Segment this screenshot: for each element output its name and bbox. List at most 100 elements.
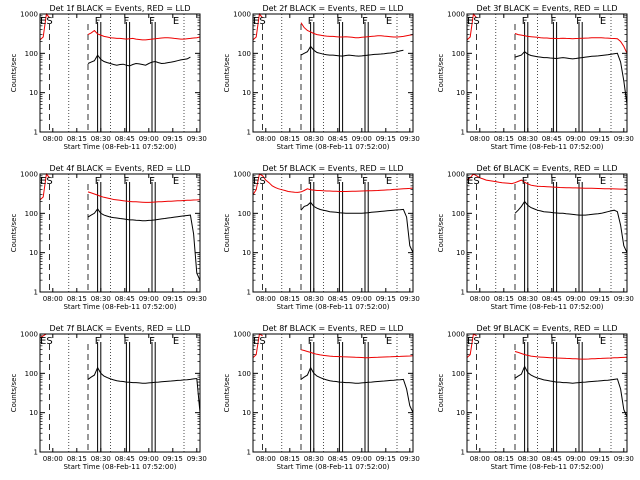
- x-tick-label: 08:45: [328, 135, 348, 143]
- event-marker-label: E: [600, 176, 606, 187]
- event-marker-label: E: [600, 336, 606, 347]
- event-marker-label: F: [308, 336, 314, 347]
- x-tick-label: 09:15: [376, 455, 396, 463]
- panel-title: Det 9f BLACK = Events, RED = LLD: [476, 324, 617, 333]
- event-marker-label: S: [259, 16, 265, 27]
- x-tick-label: 08:00: [256, 295, 276, 303]
- x-axis-label: Start Time (08-Feb-11 07:52:00): [276, 463, 389, 471]
- x-tick-label: 08:45: [542, 295, 562, 303]
- event-marker-label: E: [467, 16, 473, 27]
- x-tick-label: 08:15: [280, 455, 300, 463]
- y-axis-label: Counts/sec: [223, 54, 231, 93]
- y-axis-label: Counts/sec: [10, 374, 18, 413]
- event-marker-label: S: [259, 336, 265, 347]
- x-tick-label: 08:30: [518, 455, 538, 463]
- x-tick-label: 09:30: [614, 295, 634, 303]
- x-tick-label: 09:30: [400, 455, 420, 463]
- event-marker-label: S: [473, 336, 479, 347]
- y-tick-label: 100: [25, 370, 38, 378]
- y-tick-label: 1: [247, 449, 251, 457]
- x-tick-label: 09:15: [376, 135, 396, 143]
- y-tick-label: 1000: [20, 171, 38, 179]
- x-tick-label: 09:30: [400, 295, 420, 303]
- events-series-line: [514, 51, 628, 105]
- x-tick-label: 09:15: [590, 135, 610, 143]
- x-tick-label: 09:00: [352, 135, 372, 143]
- x-tick-label: 08:45: [115, 455, 135, 463]
- y-tick-label: 1000: [233, 11, 251, 19]
- x-tick-label: 09:15: [163, 455, 183, 463]
- event-marker-label: E: [467, 176, 473, 187]
- lld-series-line: [252, 12, 414, 41]
- x-tick-label: 08:15: [494, 455, 514, 463]
- x-tick-label: 08:15: [494, 135, 514, 143]
- x-tick-label: 09:00: [139, 455, 159, 463]
- lld-series-line: [39, 172, 201, 203]
- event-marker-label: F: [124, 336, 130, 347]
- x-tick-label: 09:00: [566, 135, 586, 143]
- event-marker-label: F: [362, 176, 368, 187]
- x-tick-label: 09:15: [163, 135, 183, 143]
- y-tick-label: 1: [461, 449, 465, 457]
- events-series-line: [87, 54, 191, 67]
- x-tick-label: 08:45: [328, 295, 348, 303]
- events-series-line: [514, 200, 628, 253]
- lld-series-line: [466, 333, 628, 360]
- y-tick-label: 1000: [20, 11, 38, 19]
- event-marker-label: E: [173, 176, 179, 187]
- y-axis-label: Counts/sec: [437, 54, 445, 93]
- y-tick-label: 10: [29, 249, 38, 257]
- x-tick-label: 08:30: [91, 455, 111, 463]
- x-axis-label: Start Time (08-Feb-11 07:52:00): [276, 303, 389, 311]
- y-tick-label: 1000: [447, 331, 465, 339]
- x-tick-label: 08:15: [494, 295, 514, 303]
- lld-series-line: [466, 12, 628, 54]
- x-tick-label: 09:00: [139, 295, 159, 303]
- x-tick-label: 08:00: [470, 135, 490, 143]
- x-axis-label: Start Time (08-Feb-11 07:52:00): [490, 303, 603, 311]
- event-marker-label: F: [551, 176, 557, 187]
- x-tick-label: 08:15: [280, 135, 300, 143]
- lld-series-line: [252, 173, 414, 195]
- y-tick-label: 100: [452, 210, 465, 218]
- x-tick-label: 08:45: [115, 135, 135, 143]
- x-tick-label: 08:45: [115, 295, 135, 303]
- y-tick-label: 1: [34, 449, 38, 457]
- x-tick-label: 08:30: [304, 295, 324, 303]
- y-tick-label: 10: [242, 249, 251, 257]
- x-tick-label: 08:30: [91, 295, 111, 303]
- x-tick-label: 09:15: [376, 295, 396, 303]
- event-marker-label: F: [95, 16, 101, 27]
- x-tick-label: 09:00: [352, 295, 372, 303]
- y-tick-label: 1: [34, 129, 38, 137]
- plot-frame: [39, 173, 201, 293]
- y-tick-label: 100: [238, 50, 251, 58]
- y-axis-label: Counts/sec: [10, 214, 18, 253]
- event-marker-label: F: [149, 16, 155, 27]
- y-tick-label: 1000: [447, 171, 465, 179]
- x-tick-label: 09:15: [163, 295, 183, 303]
- events-series-line: [300, 45, 404, 57]
- panel-title: Det 3f BLACK = Events, RED = LLD: [476, 4, 617, 13]
- events-series-line: [300, 366, 414, 413]
- x-tick-label: 08:00: [256, 135, 276, 143]
- event-marker-label: F: [551, 16, 557, 27]
- x-tick-label: 08:00: [470, 295, 490, 303]
- event-marker-label: F: [522, 16, 528, 27]
- plot-frame: [252, 173, 414, 293]
- event-marker-label: S: [473, 176, 479, 187]
- x-tick-label: 09:30: [187, 455, 207, 463]
- event-marker-label: F: [308, 176, 314, 187]
- x-tick-label: 08:15: [280, 295, 300, 303]
- event-marker-label: E: [173, 336, 179, 347]
- x-tick-label: 09:30: [614, 135, 634, 143]
- event-marker-label: E: [600, 16, 606, 27]
- y-tick-label: 10: [456, 409, 465, 417]
- event-marker-label: F: [149, 336, 155, 347]
- y-tick-label: 10: [29, 409, 38, 417]
